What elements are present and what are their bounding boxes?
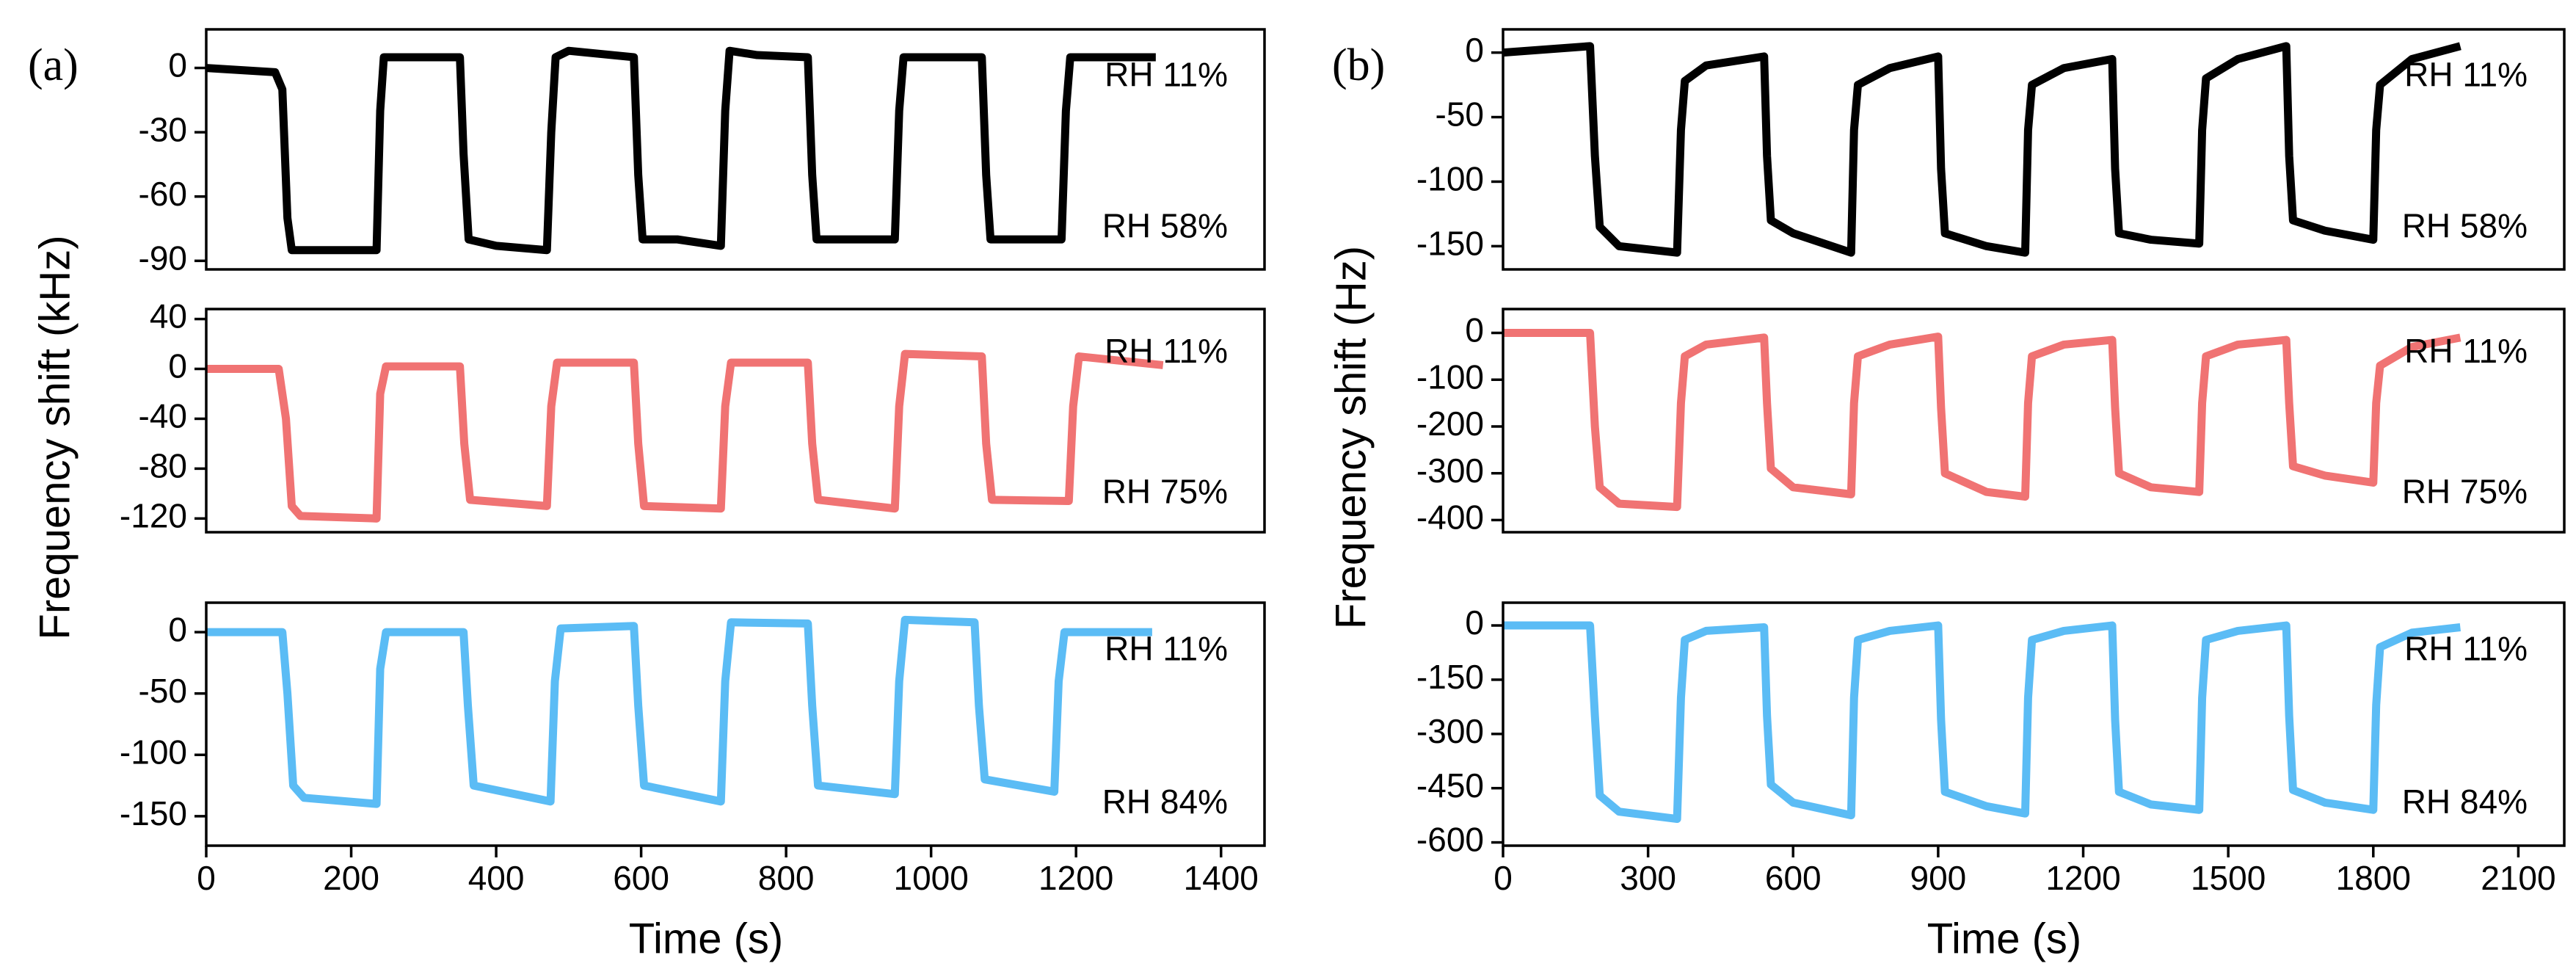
annotation: RH 11% <box>2404 56 2528 94</box>
y-tick-label: -40 <box>139 397 187 435</box>
y-tick-label: -100 <box>1416 357 1484 396</box>
y-tick-label: -150 <box>120 794 187 832</box>
x-tick-label: 1500 <box>2191 859 2266 897</box>
data-line <box>1503 621 2461 824</box>
annotation: RH 11% <box>1105 332 1228 370</box>
data-line <box>206 46 1156 255</box>
y-tick-label: 0 <box>168 610 187 648</box>
y-tick-label: -150 <box>1416 225 1484 263</box>
panel-label: (a) <box>28 40 79 90</box>
y-tick-label: 0 <box>1465 311 1484 349</box>
y-tick-label: -100 <box>120 733 187 771</box>
plot-frame <box>205 308 1266 534</box>
x-tick-label: 1800 <box>2336 859 2411 897</box>
x-axis-label: Time (s) <box>1927 915 2081 962</box>
y-tick-label: -80 <box>139 447 187 485</box>
y-tick-label: -300 <box>1416 451 1484 490</box>
x-tick-label: 1000 <box>893 859 968 897</box>
annotation: RH 84% <box>2402 783 2528 821</box>
y-tick-label: 0 <box>1465 31 1484 69</box>
x-tick-label: 1400 <box>1184 859 1259 897</box>
y-axis-label: Frequency shift (Hz) <box>1327 246 1375 629</box>
x-tick-label: 600 <box>1765 859 1822 897</box>
y-tick-label: 0 <box>1465 603 1484 642</box>
y-tick-label: -200 <box>1416 404 1484 443</box>
data-line <box>1503 42 2462 257</box>
x-tick-label: 300 <box>1620 859 1676 897</box>
y-tick-label: 0 <box>168 46 187 84</box>
x-tick-label: 800 <box>758 859 815 897</box>
y-tick-label: -60 <box>139 175 187 213</box>
annotation: RH 11% <box>1105 629 1228 667</box>
x-tick-label: 1200 <box>2045 859 2120 897</box>
y-tick-label: -600 <box>1416 821 1484 859</box>
annotation: RH 58% <box>1102 207 1228 245</box>
panel-label: (b) <box>1332 40 1385 90</box>
data-line <box>206 615 1152 808</box>
x-tick-label: 400 <box>468 859 525 897</box>
x-tick-label: 600 <box>613 859 669 897</box>
y-tick-label: -450 <box>1416 766 1484 805</box>
y-tick-label: -300 <box>1416 712 1484 750</box>
y-tick-label: -100 <box>1416 160 1484 198</box>
x-tick-label: 0 <box>1493 859 1513 897</box>
y-tick-label: 40 <box>150 297 187 335</box>
annotation: RH 11% <box>1105 56 1228 94</box>
y-tick-label: -400 <box>1416 498 1484 537</box>
plot-frame <box>1502 308 2566 534</box>
x-axis-label: Time (s) <box>629 915 783 962</box>
data-line <box>206 349 1164 523</box>
data-line <box>1503 329 2462 512</box>
annotation: RH 84% <box>1102 783 1228 821</box>
annotation: RH 75% <box>2402 472 2528 510</box>
plot-frame <box>1502 28 2566 271</box>
y-tick-label: -120 <box>120 496 187 534</box>
annotation: RH 75% <box>1102 472 1228 510</box>
y-tick-label: 0 <box>168 347 187 385</box>
y-tick-label: -150 <box>1416 658 1484 696</box>
annotation: RH 11% <box>2404 629 2528 667</box>
y-tick-label: -50 <box>1436 95 1484 134</box>
x-tick-label: 200 <box>323 859 379 897</box>
annotation: RH 58% <box>2402 207 2528 245</box>
y-tick-label: -30 <box>139 110 187 148</box>
y-axis-label: Frequency shift (kHz) <box>31 235 79 639</box>
plot-frame <box>205 28 1266 271</box>
y-tick-label: -50 <box>139 672 187 710</box>
annotation: RH 11% <box>2404 332 2528 370</box>
y-tick-label: -90 <box>139 239 187 277</box>
plot-frame <box>205 601 1266 847</box>
x-tick-label: 900 <box>1910 859 1967 897</box>
x-tick-label: 2100 <box>2481 859 2555 897</box>
x-tick-label: 0 <box>197 859 216 897</box>
plot-frame <box>1502 601 2566 847</box>
x-tick-label: 1200 <box>1038 859 1113 897</box>
